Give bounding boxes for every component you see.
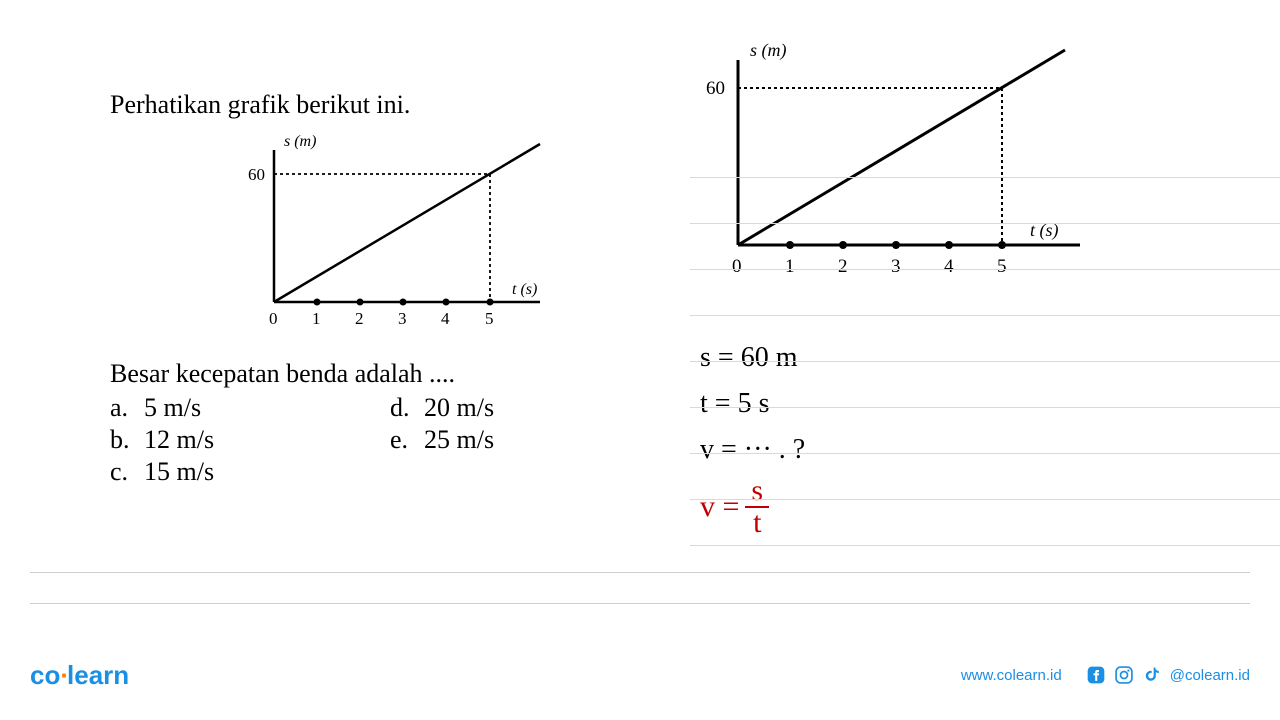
brand-logo: co·learn	[30, 660, 129, 691]
given-s: s = 60 m	[700, 335, 1180, 381]
given-t: t = 5 s	[700, 381, 1180, 427]
fraction: s t	[745, 476, 769, 538]
option-e: e.25 m/s	[390, 425, 640, 455]
footer-url: www.colearn.id	[961, 667, 1062, 684]
y-axis-label: s (m)	[284, 133, 316, 150]
svg-text:2: 2	[838, 256, 848, 277]
solution-column: s (m) 60 0 1 2 3 4 5 t (s)	[700, 40, 1180, 541]
svg-text:3: 3	[891, 256, 901, 277]
options-grid: a.5 m/s d.20 m/s b.12 m/s e.25 m/s c.15 …	[110, 393, 640, 487]
svg-text:5: 5	[997, 256, 1007, 277]
x-axis-label: t (s)	[512, 281, 537, 298]
social-icons: @colearn.id	[1086, 665, 1250, 685]
option-c: c.15 m/s	[110, 457, 360, 487]
facebook-icon	[1086, 665, 1106, 685]
tiktok-icon	[1142, 665, 1162, 685]
chart-small: s (m) 60 0 1 2 3	[240, 132, 640, 347]
chart-small-svg: s (m) 60 0 1 2 3	[240, 132, 560, 342]
option-d: d.20 m/s	[390, 393, 640, 423]
option-a: a.5 m/s	[110, 393, 360, 423]
svg-text:5: 5	[485, 309, 494, 328]
svg-text:4: 4	[441, 309, 450, 328]
footer-right: www.colearn.id @colearn.id	[961, 665, 1250, 685]
divider-2	[30, 603, 1250, 604]
svg-text:2: 2	[355, 309, 364, 328]
instagram-icon	[1114, 665, 1134, 685]
question-title: Perhatikan grafik berikut ini.	[110, 90, 640, 120]
footer: co·learn www.colearn.id @colearn.id	[30, 650, 1250, 700]
svg-text:4: 4	[944, 256, 954, 277]
svg-text:60: 60	[706, 78, 725, 99]
option-b: b.12 m/s	[110, 425, 360, 455]
svg-text:3: 3	[398, 309, 407, 328]
svg-text:1: 1	[785, 256, 795, 277]
content-area: Perhatikan grafik berikut ini. s (m) 60	[0, 40, 1280, 620]
question-text: Besar kecepatan benda adalah ....	[110, 359, 640, 389]
divider-1	[30, 572, 1250, 573]
y-tick-60: 60	[248, 165, 265, 184]
social-handle: @colearn.id	[1170, 667, 1250, 684]
svg-text:s (m): s (m)	[750, 40, 787, 61]
svg-text:1: 1	[312, 309, 321, 328]
svg-text:0: 0	[269, 309, 278, 328]
chart-large-svg: s (m) 60 0 1 2 3 4 5 t (s)	[700, 40, 1100, 300]
find-v: v = ··· . ?	[700, 427, 1180, 473]
svg-text:0: 0	[732, 256, 742, 277]
formula-v: v = s t	[700, 473, 1180, 541]
worked-solution: s = 60 m t = 5 s v = ··· . ? v = s t	[700, 335, 1180, 541]
chart-large: s (m) 60 0 1 2 3 4 5 t (s)	[700, 40, 1180, 305]
question-column: Perhatikan grafik berikut ini. s (m) 60	[110, 90, 640, 487]
